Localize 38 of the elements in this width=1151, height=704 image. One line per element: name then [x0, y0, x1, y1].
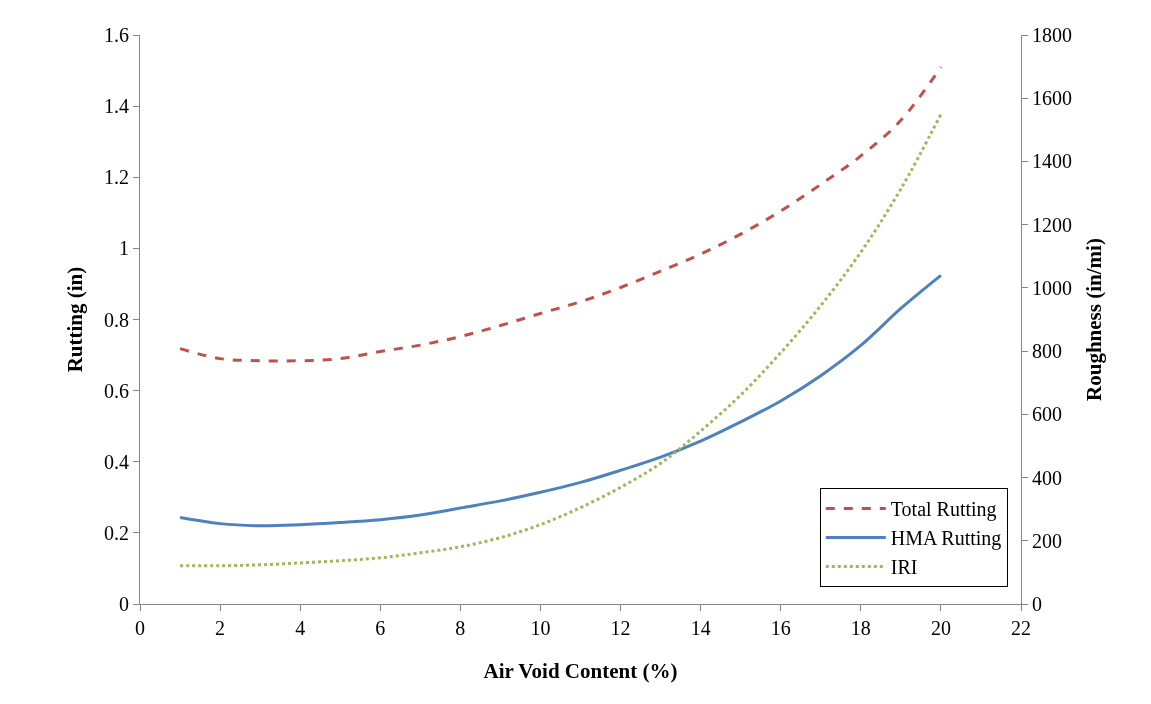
y2-tick-label: 1400: [1032, 150, 1072, 173]
y-tick-label: 1.2: [104, 166, 129, 189]
y2-tick-label: 800: [1032, 340, 1062, 363]
x-tick-label: 2: [215, 617, 226, 639]
y-tick-label: 1: [119, 237, 129, 260]
y2-tick-label: 1000: [1032, 276, 1072, 299]
x-tick-label: 0: [135, 617, 145, 639]
line-series: [178, 65, 943, 363]
y-tick-label: 0: [119, 593, 129, 615]
y2-axis-title: Roughness (in/mi): [1082, 238, 1107, 401]
x-axis-title: Air Void Content (%): [483, 659, 678, 684]
y-tick-label: 0.4: [104, 450, 129, 473]
y-tick-label: 1.4: [104, 95, 129, 118]
y-tick-label: 0.2: [104, 521, 129, 544]
y2-tick-label: 1600: [1032, 87, 1072, 110]
y-axis-title: Rutting (in): [63, 266, 88, 373]
y-tick-label: 1.6: [104, 24, 129, 46]
x-tick-label: 10: [530, 617, 551, 639]
y2-tick-label: 0: [1032, 593, 1042, 615]
x-tick-label: 4: [295, 617, 306, 639]
y2-tick-label: 600: [1032, 403, 1062, 426]
legend-label: Total Rutting: [890, 498, 997, 522]
y2-tick-label: 400: [1032, 466, 1062, 489]
legend-label: IRI: [890, 556, 918, 579]
x-tick-label: 20: [930, 617, 951, 639]
legend-label: HMA Rutting: [890, 527, 1002, 551]
y-tick-label: 0.8: [104, 308, 129, 331]
x-tick-label: 6: [375, 617, 386, 639]
x-tick-label: 22: [1011, 617, 1031, 639]
x-tick-label: 16: [770, 617, 791, 639]
x-tick-label: 14: [690, 617, 711, 639]
x-tick-label: 12: [610, 617, 631, 639]
y2-tick-label: 200: [1032, 529, 1062, 552]
y-tick-label: 0.6: [104, 379, 129, 402]
y2-tick-label: 1200: [1032, 213, 1072, 236]
x-tick-label: 8: [455, 617, 466, 639]
x-tick-label: 18: [850, 617, 871, 639]
y2-tick-label: 1800: [1032, 24, 1072, 46]
